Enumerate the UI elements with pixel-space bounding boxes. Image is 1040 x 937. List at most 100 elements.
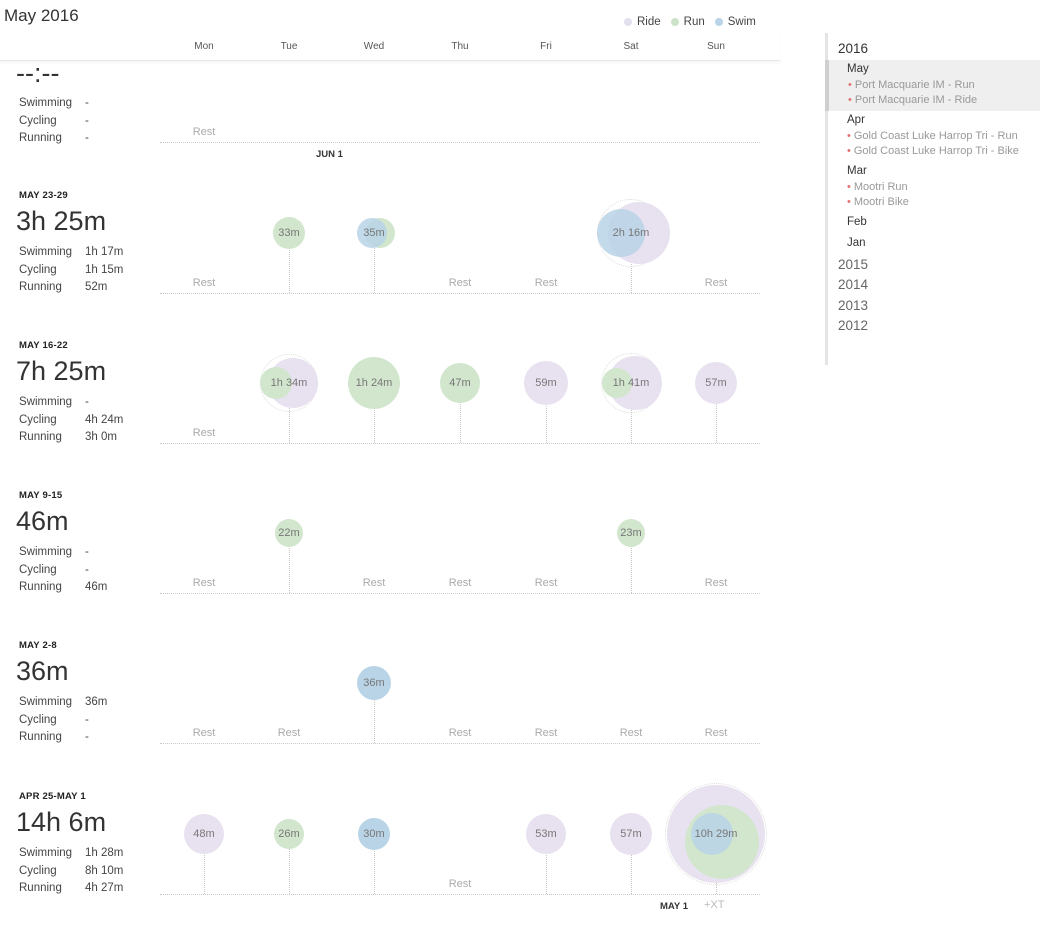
stat-value: 46m bbox=[85, 581, 108, 593]
stat-label: Swimming bbox=[19, 97, 73, 109]
stat-row-swimming: Swimming 1h 17m bbox=[19, 244, 123, 262]
race-name: Gold Coast Luke Harrop Tri - Bike bbox=[853, 144, 1019, 157]
workout-bubble-run[interactable] bbox=[275, 519, 303, 547]
week-total: 14h 6m bbox=[16, 807, 107, 837]
workout-bubble-swim[interactable] bbox=[357, 666, 391, 700]
workout-bubble-swim[interactable] bbox=[358, 818, 390, 850]
rest-day-label: Rest bbox=[534, 277, 558, 289]
sidebar-month-jan[interactable]: Jan bbox=[847, 236, 866, 249]
sidebar-year-2013[interactable]: 2013 bbox=[838, 297, 869, 313]
week-baseline bbox=[160, 142, 760, 143]
rest-day-label: Rest bbox=[192, 277, 216, 289]
workout-stem bbox=[289, 233, 290, 293]
workout-bubble-swim[interactable] bbox=[691, 813, 733, 855]
week-row: --:-- Swimming - Cycling - Running - Rest JUN 1 bbox=[0, 58, 780, 210]
workout-duration-label: 59m bbox=[535, 377, 557, 389]
race-bullet-icon: • bbox=[847, 144, 851, 157]
workout-duration-label: 23m bbox=[620, 527, 642, 539]
week-total: 7h 25m bbox=[16, 356, 107, 386]
sidebar-race-link[interactable]: • Gold Coast Luke Harrop Tri - Run bbox=[828, 129, 1040, 144]
week-baseline bbox=[160, 743, 760, 744]
cross-training-toggle[interactable]: +XT bbox=[704, 899, 725, 911]
sidebar-month-apr[interactable]: Apr bbox=[847, 113, 865, 126]
sidebar-race-link[interactable]: • Mootri Bike bbox=[828, 195, 1040, 210]
day-label-thu: Thu bbox=[451, 41, 469, 52]
stat-value: - bbox=[85, 731, 89, 743]
rest-day-label: Rest bbox=[448, 277, 472, 289]
workout-bubble-ring bbox=[665, 783, 767, 885]
stat-label: Cycling bbox=[19, 864, 57, 877]
sidebar-month-may[interactable]: May bbox=[847, 62, 869, 75]
week-baseline bbox=[160, 293, 760, 294]
workout-stem bbox=[374, 383, 375, 443]
race-name: Gold Coast Luke Harrop Tri - Run bbox=[853, 129, 1018, 142]
sidebar-race-link[interactable]: • Mootri Run bbox=[828, 180, 1040, 195]
rest-day-label: Rest bbox=[448, 577, 472, 589]
week-row: MAY 16-22 7h 25m Swimming - Cycling 4h 24m Run… bbox=[0, 336, 780, 486]
legend-item-swim[interactable]: Swim bbox=[714, 16, 756, 28]
workout-bubble-swim[interactable] bbox=[357, 218, 387, 248]
workout-bubble-run[interactable] bbox=[440, 363, 480, 403]
stat-value: 8h 10m bbox=[85, 864, 124, 877]
race-bullet-icon: • bbox=[847, 195, 851, 208]
stat-value: - bbox=[85, 713, 89, 726]
workout-bubble-run[interactable] bbox=[617, 519, 645, 547]
workout-bubble-ride[interactable] bbox=[610, 813, 652, 855]
workout-bubble-ride[interactable] bbox=[526, 814, 566, 854]
legend-label: Swim bbox=[727, 16, 756, 28]
sidebar-year-2014[interactable]: 2014 bbox=[838, 277, 869, 292]
workout-bubble-run[interactable] bbox=[273, 217, 305, 249]
stat-value: 52m bbox=[85, 281, 108, 293]
race-bullet-icon: • bbox=[847, 180, 851, 193]
rest-day-label: Rest bbox=[192, 126, 216, 138]
week-row: APR 25-MAY 1 14h 6m Swimming 1h 28m Cycling 8… bbox=[0, 783, 780, 937]
workout-bubble-ride[interactable] bbox=[184, 814, 224, 854]
workout-bubble-run[interactable] bbox=[348, 357, 400, 409]
stat-value: 1h 28m bbox=[85, 847, 124, 859]
ride-dot-icon bbox=[624, 18, 632, 26]
stat-value: 1h 17m bbox=[85, 246, 124, 258]
workout-stem bbox=[631, 383, 632, 443]
workout-bubble-ride[interactable] bbox=[695, 362, 737, 404]
workout-bubble-swim[interactable] bbox=[597, 209, 645, 257]
workout-stem bbox=[460, 383, 461, 443]
sidebar-year-2012[interactable]: 2012 bbox=[838, 318, 869, 333]
day-label-sun: Sun bbox=[707, 41, 725, 52]
workout-duration-label: 1h 41m bbox=[612, 377, 650, 389]
stat-row-swimming: Swimming 1h 28m bbox=[19, 845, 123, 863]
sidebar-year-2015[interactable]: 2015 bbox=[838, 256, 869, 272]
workout-bubble-run[interactable] bbox=[602, 368, 632, 398]
week-total: 36m bbox=[16, 656, 69, 686]
workout-duration-label: 22m bbox=[278, 527, 300, 539]
workout-duration-label: 26m bbox=[278, 828, 300, 840]
sidebar-month-mar[interactable]: Mar bbox=[847, 164, 867, 177]
stat-label: Swimming bbox=[19, 847, 73, 859]
week-total: 3h 25m bbox=[16, 206, 107, 236]
stat-label: Swimming bbox=[19, 246, 73, 258]
week-total: 46m bbox=[16, 506, 69, 536]
day-header: Mon Tue Wed Thu Fri Sat Sun bbox=[0, 32, 780, 61]
workout-bubble-run[interactable] bbox=[260, 367, 292, 399]
stat-value: 1h 15m bbox=[85, 263, 124, 276]
calendar-sidebar: 2016 May • Port Macquarie IM - Run • Port Mac… bbox=[825, 33, 1040, 365]
sidebar-race-link[interactable]: • Gold Coast Luke Harrop Tri - Bike bbox=[828, 144, 1040, 159]
week-range: MAY 2-8 bbox=[19, 640, 57, 651]
workout-bubble-run[interactable] bbox=[274, 819, 304, 849]
legend-item-ride[interactable]: Ride bbox=[624, 16, 661, 28]
sidebar-year-2016[interactable]: 2016 bbox=[838, 41, 869, 56]
sidebar-race-link[interactable]: • Port Macquarie IM - Run bbox=[829, 78, 1040, 93]
workout-duration-label: 47m bbox=[449, 377, 471, 389]
legend-item-run[interactable]: Run bbox=[670, 16, 705, 28]
week-sport-stats: Swimming 36m Cycling - Running - bbox=[19, 694, 107, 747]
legend-label: Run bbox=[683, 16, 705, 28]
sidebar-race-link[interactable]: • Port Macquarie IM - Ride bbox=[829, 93, 1040, 108]
workout-bubble-ride[interactable] bbox=[524, 361, 568, 405]
workout-duration-label: 36m bbox=[363, 677, 385, 689]
sidebar-month-block: May • Port Macquarie IM - Run • Port Macquar… bbox=[825, 59, 1040, 111]
rest-day-label: Rest bbox=[192, 427, 216, 439]
sidebar-month-feb[interactable]: Feb bbox=[847, 215, 867, 228]
stat-label: Running bbox=[19, 581, 62, 593]
workout-duration-label: 48m bbox=[193, 828, 215, 840]
stat-row-swimming: Swimming - bbox=[19, 544, 107, 562]
stat-row-swimming: Swimming - bbox=[19, 394, 123, 412]
